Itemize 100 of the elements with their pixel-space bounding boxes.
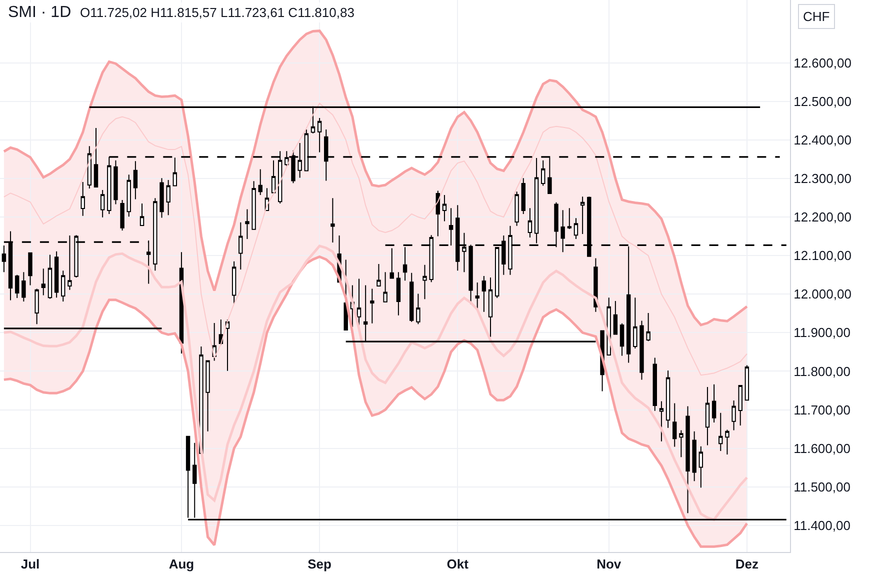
y-tick-label: 11.800,00 bbox=[794, 364, 850, 379]
candlestick bbox=[436, 190, 440, 237]
x-tick-label: Dez bbox=[735, 556, 759, 572]
candlestick bbox=[153, 198, 158, 272]
candlestick bbox=[87, 146, 92, 189]
candlestick bbox=[560, 210, 565, 253]
candlestick bbox=[732, 400, 736, 431]
y-tick-label: 12.400,00 bbox=[794, 132, 852, 148]
line-series bbox=[2, 30, 748, 326]
y-tick-label: 11.700,00 bbox=[794, 402, 850, 418]
candlestick bbox=[725, 429, 730, 455]
candlestick bbox=[448, 208, 454, 246]
candlestick bbox=[712, 384, 716, 423]
candlestick bbox=[271, 160, 276, 194]
candlestick bbox=[68, 235, 72, 290]
candlestick bbox=[54, 250, 59, 298]
candlestick bbox=[114, 160, 118, 205]
candlestick bbox=[416, 293, 420, 325]
candlestick bbox=[100, 190, 105, 218]
candlestick bbox=[2, 245, 6, 273]
candlestick bbox=[521, 178, 526, 214]
candlestick bbox=[120, 200, 124, 232]
candlestick bbox=[330, 198, 335, 243]
candlestick bbox=[94, 127, 98, 188]
candlestick bbox=[41, 268, 46, 296]
candlestick bbox=[140, 203, 144, 226]
x-tick-label: Jul bbox=[20, 556, 40, 572]
candlestick bbox=[620, 322, 624, 356]
candlestick bbox=[514, 191, 519, 226]
candlestick bbox=[679, 430, 684, 458]
candlestick bbox=[528, 208, 532, 238]
candlestick bbox=[692, 430, 696, 482]
candlestick bbox=[356, 278, 362, 328]
candlestick bbox=[258, 168, 262, 196]
candlestick bbox=[48, 254, 52, 300]
candlestick bbox=[718, 412, 723, 452]
candlestick bbox=[640, 320, 644, 380]
candlestick bbox=[666, 370, 670, 428]
candlestick bbox=[567, 208, 572, 230]
x-tick-label: Sep bbox=[308, 556, 332, 572]
candlestick bbox=[422, 264, 427, 300]
candlestick bbox=[488, 277, 493, 338]
candlestick bbox=[705, 386, 710, 446]
candlestick bbox=[133, 160, 138, 200]
candlestick bbox=[252, 180, 256, 230]
chart-subtitle: O11.725,02 H11.815,57 L11.723,61 C11.810,83 bbox=[80, 5, 354, 20]
candlestick bbox=[218, 319, 224, 346]
candlestick bbox=[652, 357, 657, 412]
candlestick bbox=[580, 196, 585, 234]
line-series bbox=[3, 102, 748, 376]
candlestick bbox=[206, 360, 210, 432]
candlestick bbox=[28, 252, 32, 286]
candlestick bbox=[245, 208, 250, 240]
y-tick-label: 11.600,00 bbox=[794, 440, 850, 456]
candlestick bbox=[613, 300, 618, 335]
chart-title: SMI · 1D bbox=[8, 4, 72, 21]
candlestick bbox=[574, 218, 578, 240]
candlestick bbox=[34, 288, 39, 325]
candlestick bbox=[238, 222, 243, 270]
candlestick bbox=[698, 446, 704, 488]
y-tick-label: 11.400,00 bbox=[794, 518, 850, 533]
candlestick bbox=[22, 272, 26, 302]
y-tick-label: 11.500,00 bbox=[794, 479, 850, 494]
candlestick bbox=[160, 178, 164, 218]
y-tick-label: 12.300,00 bbox=[794, 171, 852, 186]
candlestick bbox=[646, 312, 650, 342]
candlestick bbox=[172, 157, 178, 186]
candlestick bbox=[409, 272, 414, 322]
candlestick bbox=[482, 276, 486, 312]
candlestick bbox=[383, 272, 388, 302]
candlestick bbox=[317, 117, 322, 153]
candlestick bbox=[686, 406, 690, 514]
candlestick bbox=[376, 264, 381, 287]
candlestick bbox=[166, 180, 170, 216]
candlestick bbox=[80, 181, 85, 216]
candlestick bbox=[738, 384, 742, 426]
candlestick bbox=[225, 319, 230, 372]
candlestick bbox=[370, 288, 374, 324]
candlestick bbox=[475, 282, 480, 311]
candlestick bbox=[232, 260, 236, 304]
candlestick bbox=[61, 270, 66, 302]
candlestick bbox=[659, 400, 664, 442]
candlestick bbox=[744, 364, 750, 402]
candlestick bbox=[540, 160, 546, 186]
y-tick-label: 12.600,00 bbox=[794, 55, 852, 70]
candlestick bbox=[442, 194, 447, 222]
y-tick-label: 12.100,00 bbox=[794, 248, 852, 264]
y-tick-label: 12.000,00 bbox=[794, 286, 852, 302]
candlestick bbox=[390, 248, 394, 279]
candlestick bbox=[126, 174, 131, 218]
y-tick-label: 12.200,00 bbox=[794, 210, 852, 225]
y-tick-label: 12.500,00 bbox=[794, 94, 852, 109]
candlestick bbox=[672, 402, 677, 448]
text: CHF bbox=[803, 9, 830, 24]
y-tick-label: 11.900,00 bbox=[794, 325, 850, 340]
x-tick-label: Aug bbox=[168, 556, 194, 572]
candlestick bbox=[633, 297, 638, 349]
candlestick bbox=[396, 272, 401, 316]
x-tick-label: Okt bbox=[446, 556, 470, 572]
candlestick bbox=[14, 274, 20, 298]
